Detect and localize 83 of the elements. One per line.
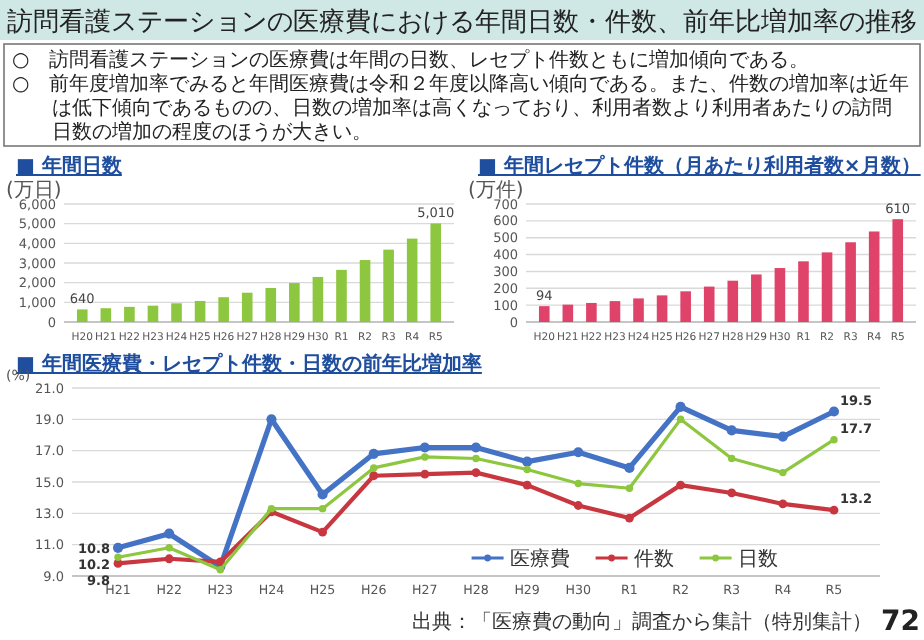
bar	[147, 305, 159, 322]
bar	[633, 298, 644, 322]
point	[828, 406, 840, 417]
point	[165, 544, 173, 552]
point	[522, 480, 532, 490]
point	[676, 415, 685, 424]
point	[624, 462, 635, 473]
legend-label: 件数	[633, 549, 674, 571]
point	[523, 465, 531, 474]
point	[675, 401, 686, 412]
point	[421, 453, 429, 461]
text: 72	[881, 606, 920, 638]
source-note: 出典：「医療費の動向」調査から集計（特別集計）	[412, 610, 872, 634]
bar	[845, 242, 856, 322]
text: ○ 訪問看護ステーションの医療費は年間の日数、レセプト件数ともに増加傾向である。	[12, 48, 810, 72]
point	[164, 554, 174, 564]
bar	[586, 302, 597, 322]
bar	[430, 223, 442, 322]
bar	[703, 286, 715, 322]
bar	[868, 231, 880, 322]
bar	[538, 306, 550, 322]
point	[471, 468, 481, 477]
bar	[218, 297, 229, 322]
y-axis-title: (万日)	[6, 180, 62, 202]
point	[573, 501, 583, 510]
bar	[124, 306, 135, 322]
bar	[751, 274, 762, 322]
bar	[359, 260, 371, 322]
point	[830, 435, 838, 444]
bar	[171, 303, 182, 322]
bar	[821, 252, 833, 322]
bar	[680, 291, 691, 322]
point	[216, 566, 225, 574]
bar	[383, 249, 394, 322]
bar	[289, 283, 300, 322]
point	[472, 454, 480, 463]
bar	[241, 292, 253, 322]
point	[114, 553, 122, 561]
bar	[798, 261, 809, 322]
point	[318, 527, 327, 537]
point	[470, 442, 482, 453]
chart-title: ■ 年間日数	[16, 154, 124, 178]
bar	[892, 219, 904, 322]
bar	[312, 276, 324, 322]
chart-title: ■ 年間レセプト件数（月あたり利用者数×月数）	[478, 154, 921, 178]
legend-label: 医療費	[509, 547, 570, 571]
point	[625, 513, 634, 523]
text: ○ 前年度増加率でみると年間医療費は令和２年度以降高い傾向である。また、件数の増加率は近年は低下傾向であるものの、日数の増加率は高くなっており、利用者数より利用者あたりの訪問日数の増加の程度のほうが大きい。	[12, 72, 910, 144]
point	[318, 504, 327, 513]
bar	[100, 308, 112, 322]
point	[370, 464, 378, 472]
bar	[609, 301, 621, 322]
point	[573, 447, 584, 458]
point	[369, 471, 379, 481]
point	[368, 448, 379, 459]
point	[625, 484, 634, 492]
point	[522, 456, 533, 467]
bar	[76, 309, 88, 322]
point	[420, 469, 430, 479]
point	[726, 425, 737, 436]
point	[574, 479, 582, 488]
bar	[194, 300, 206, 322]
point	[419, 442, 430, 453]
bar	[406, 238, 418, 322]
point	[676, 480, 685, 490]
point	[779, 468, 787, 477]
text: 訪問看護ステーションの医療費における年間日数・件数、前年比増加率の推移	[7, 6, 917, 38]
point	[164, 528, 175, 539]
point	[778, 499, 788, 509]
y-axis-title: (万件)	[468, 180, 524, 202]
point	[317, 489, 328, 500]
bar	[562, 304, 574, 322]
bar	[265, 287, 277, 322]
point	[829, 505, 839, 515]
bar	[774, 268, 786, 322]
point	[112, 542, 124, 553]
point	[777, 431, 788, 442]
point	[727, 454, 736, 463]
bar	[727, 280, 739, 322]
bar	[656, 295, 668, 322]
legend-label: 日数	[737, 549, 778, 571]
point	[727, 488, 737, 498]
bar	[336, 269, 347, 322]
